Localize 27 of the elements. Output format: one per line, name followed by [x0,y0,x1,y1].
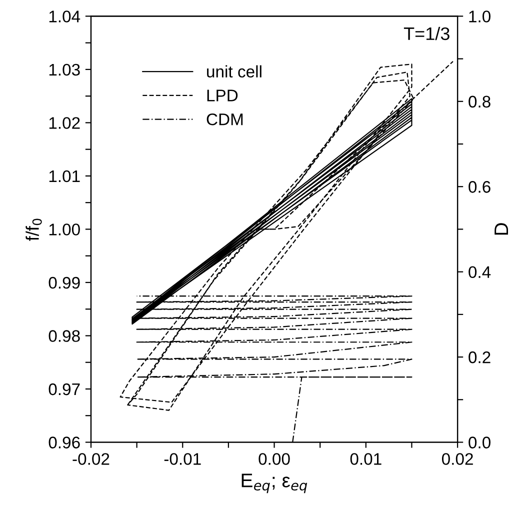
y-tick-label: 0.99 [48,276,80,289]
y-tick-label: 0.96 [48,436,80,448]
y2-axis-title: D [494,223,508,235]
x-tick-label: -0.01 [164,453,201,465]
y-tick-label: 1.03 [49,64,80,76]
y2-tick-label: 1.0 [469,10,490,22]
y-tick-label: 1.04 [49,10,80,22]
y-axis-title: f/f$_{0}$ [26,218,42,241]
y2-tick-label: 0.2 [468,351,490,364]
x-tick-label: 0.01 [350,453,382,465]
y-tick-label: 1.01 [49,170,80,182]
x-axis-title: E$_{eq}$; ε$_{eq}$ [242,474,308,494]
y2-tick-label: 0.4 [468,266,491,278]
y-tick-label: 1.02 [49,117,80,129]
x-tick-label: 0.02 [442,453,473,465]
x-tick-label: 0.00 [258,453,290,465]
legend-label: CDM [206,113,243,126]
legend-label: LPD [207,90,238,102]
y-tick-label: 0.97 [48,383,80,396]
annotation: T=1/3 [404,26,450,40]
y2-tick-label: 0.8 [468,96,490,108]
x-tick-label: -0.02 [72,453,110,465]
legend-label: unit cell [207,65,262,78]
y2-tick-label: 0.0 [468,436,490,448]
y2-tick-label: 0.6 [468,181,490,193]
y-tick-label: 0.98 [48,330,80,342]
y-tick-label: 1.00 [49,224,80,236]
